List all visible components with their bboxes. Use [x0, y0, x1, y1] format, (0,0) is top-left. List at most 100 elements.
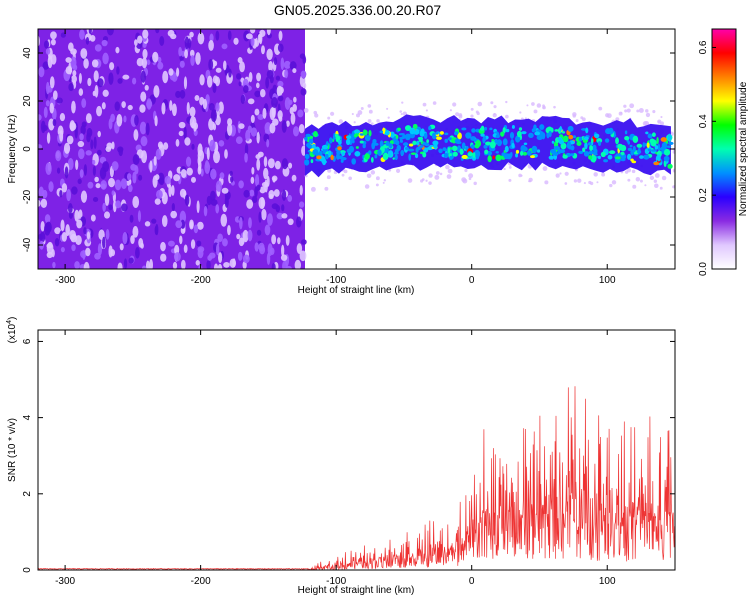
- noise-blotch: [102, 52, 109, 65]
- noise-blotch: [100, 180, 108, 190]
- noise-blotch: [258, 32, 263, 45]
- noise-blotch: [101, 102, 106, 110]
- band-blob: [348, 145, 355, 153]
- y-tick-label: 40: [22, 47, 33, 59]
- band-blob: [461, 154, 468, 160]
- halo-dot: [577, 178, 582, 183]
- noise-blotch: [284, 97, 291, 110]
- band-blob: [416, 146, 421, 151]
- band-blob: [657, 143, 661, 151]
- noise-blotch: [178, 121, 186, 129]
- halo-dot: [615, 117, 620, 122]
- noise-blotch: [139, 104, 146, 113]
- band-blob: [562, 135, 569, 143]
- noise-blotch: [258, 197, 266, 210]
- noise-blotch: [285, 235, 290, 246]
- noise-blotch: [77, 178, 82, 185]
- noise-blotch: [97, 243, 103, 256]
- noise-blotch: [176, 67, 180, 77]
- noise-blotch: [230, 176, 234, 183]
- band-blob: [620, 158, 626, 162]
- x-tick-label: 0: [469, 576, 475, 587]
- noise-blotch: [280, 57, 285, 71]
- band-blob: [520, 144, 527, 153]
- noise-blotch: [300, 70, 307, 79]
- band-blob: [568, 134, 574, 140]
- noise-blotch: [104, 193, 110, 206]
- noise-blotch: [189, 106, 196, 117]
- noise-blotch: [284, 69, 289, 79]
- noise-blotch: [254, 174, 260, 187]
- band-blob: [434, 132, 439, 135]
- band-blob: [570, 145, 575, 151]
- band-blob: [374, 154, 378, 159]
- halo-dot: [360, 106, 364, 110]
- noise-blotch: [204, 161, 211, 174]
- noise-blotch: [255, 82, 260, 89]
- band-blob: [410, 152, 417, 155]
- band-blob: [557, 148, 562, 155]
- halo-dot: [462, 178, 468, 184]
- band-blob: [667, 163, 673, 169]
- noise-blotch: [106, 142, 113, 150]
- band-blob: [449, 156, 453, 160]
- noise-blotch: [271, 234, 277, 245]
- noise-blotch: [198, 159, 202, 172]
- noise-blotch: [178, 46, 182, 57]
- noise-blotch: [134, 39, 138, 46]
- halo-dot: [313, 110, 318, 115]
- band-blob: [562, 154, 568, 159]
- halo-dot: [661, 175, 667, 181]
- noise-blotch: [85, 113, 92, 124]
- noise-blotch: [206, 195, 212, 206]
- noise-blotch: [96, 105, 103, 117]
- x-tick-label: 0: [469, 275, 475, 286]
- noise-blotch: [289, 61, 297, 71]
- noise-blotch: [190, 176, 196, 183]
- band-blob: [568, 146, 572, 150]
- noise-blotch: [134, 165, 139, 175]
- band-blob: [412, 140, 417, 146]
- halo-dot: [596, 181, 599, 184]
- halo-dot: [341, 173, 345, 177]
- band-blob: [502, 127, 506, 134]
- noise-blotch: [49, 76, 55, 89]
- halo-dot: [636, 109, 640, 113]
- noise-blotch: [54, 227, 61, 235]
- noise-blotch: [110, 249, 116, 257]
- noise-blotch: [227, 30, 232, 41]
- band-blob: [650, 149, 657, 152]
- noise-blotch: [40, 198, 48, 208]
- noise-blotch: [259, 88, 266, 98]
- noise-blotch: [280, 254, 288, 261]
- noise-blotch: [133, 129, 139, 141]
- noise-blotch: [70, 56, 77, 70]
- band-blob: [615, 137, 619, 145]
- noise-blotch: [215, 30, 220, 41]
- noise-blotch: [288, 162, 293, 169]
- noise-blotch: [172, 261, 178, 269]
- noise-blotch: [209, 102, 215, 111]
- noise-blotch: [77, 140, 85, 148]
- halo-dot: [470, 107, 474, 111]
- band-blob: [667, 133, 672, 141]
- noise-blotch: [261, 208, 267, 221]
- band-blob: [304, 153, 310, 160]
- band-blob: [321, 144, 328, 150]
- noise-blotch: [287, 194, 293, 202]
- noise-blotch: [111, 190, 115, 196]
- band-blob: [663, 148, 671, 156]
- band-blob: [313, 130, 318, 138]
- band-blob: [351, 158, 356, 165]
- noise-blotch: [281, 213, 288, 219]
- band-blob: [583, 136, 589, 141]
- noise-blotch: [78, 88, 84, 96]
- band-blob: [452, 151, 458, 157]
- noise-blotch: [180, 226, 186, 235]
- halo-dot: [632, 184, 637, 189]
- band-blob: [337, 146, 342, 151]
- band-blob: [368, 151, 371, 155]
- noise-blotch: [190, 54, 195, 67]
- noise-blotch: [83, 261, 90, 269]
